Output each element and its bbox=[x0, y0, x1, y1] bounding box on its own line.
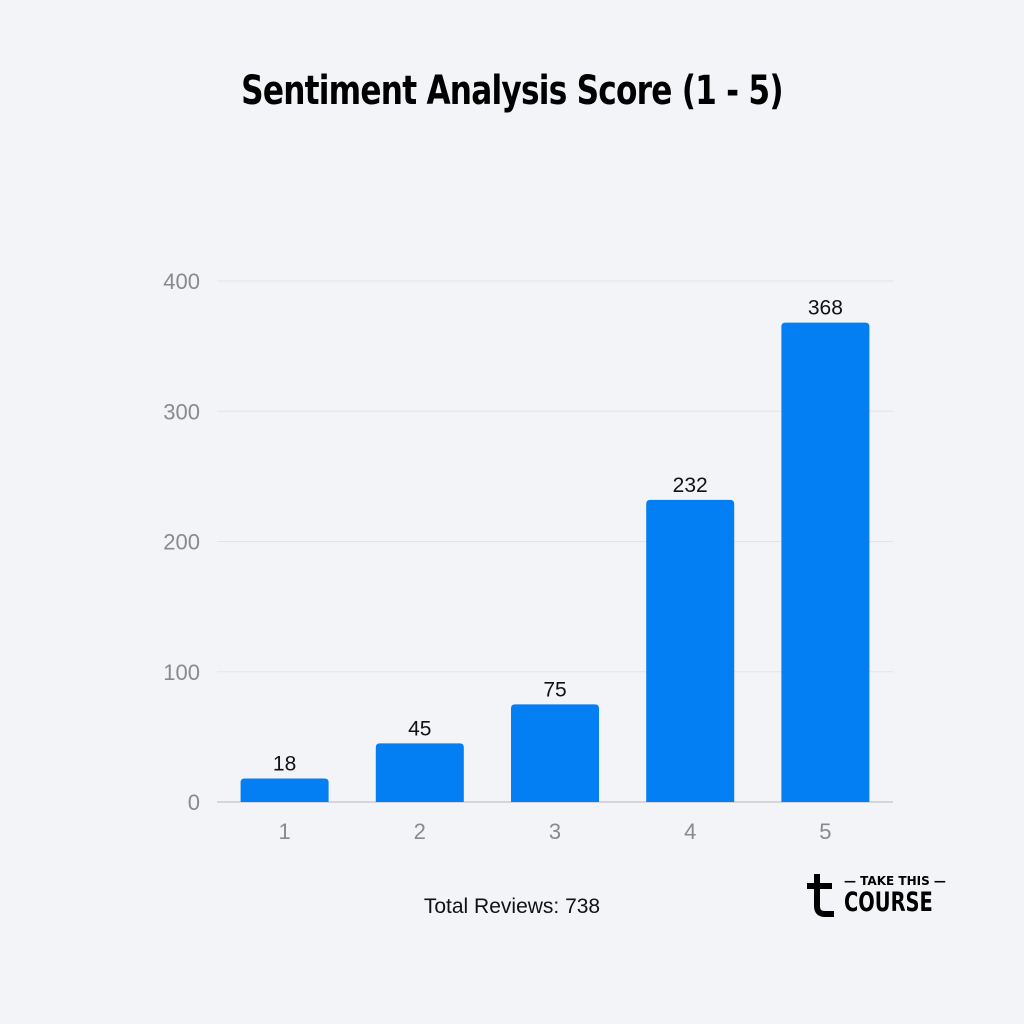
x-tick-label: 1 bbox=[278, 819, 290, 844]
y-tick-label: 100 bbox=[163, 660, 200, 685]
y-tick-label: 0 bbox=[188, 790, 200, 815]
brand-course: COURSE bbox=[844, 887, 933, 918]
bar bbox=[511, 704, 599, 802]
brand-t-icon bbox=[807, 874, 834, 917]
y-tick-label: 300 bbox=[163, 399, 200, 424]
y-axis-ticks: 0 100 200 300 400 bbox=[163, 269, 200, 815]
bar bbox=[375, 743, 464, 802]
x-tick-label: 5 bbox=[819, 819, 831, 844]
data-label: 75 bbox=[543, 678, 566, 701]
data-label: 368 bbox=[808, 297, 843, 320]
bar bbox=[781, 322, 870, 802]
data-label: 232 bbox=[673, 474, 708, 497]
x-tick-label: 3 bbox=[549, 819, 561, 844]
bar bbox=[240, 778, 329, 802]
data-label: 45 bbox=[408, 717, 431, 740]
brand-take-this: — TAKE THIS — bbox=[844, 874, 946, 888]
y-tick-label: 200 bbox=[163, 530, 200, 555]
bar bbox=[646, 499, 735, 802]
brand-logo: — TAKE THIS — COURSE bbox=[804, 872, 946, 922]
x-axis-ticks: 1 2 3 4 5 bbox=[278, 819, 831, 844]
total-reviews-note: Total Reviews: 738 bbox=[423, 895, 601, 918]
x-tick-label: 2 bbox=[414, 819, 426, 844]
y-tick-label: 400 bbox=[163, 269, 200, 294]
data-labels: 18 45 75 232 368 bbox=[273, 297, 843, 776]
bars bbox=[240, 322, 870, 802]
data-label: 18 bbox=[273, 753, 296, 776]
x-tick-label: 4 bbox=[684, 819, 696, 844]
chart-title: Sentiment Analysis Score (1 - 5) bbox=[241, 68, 784, 114]
